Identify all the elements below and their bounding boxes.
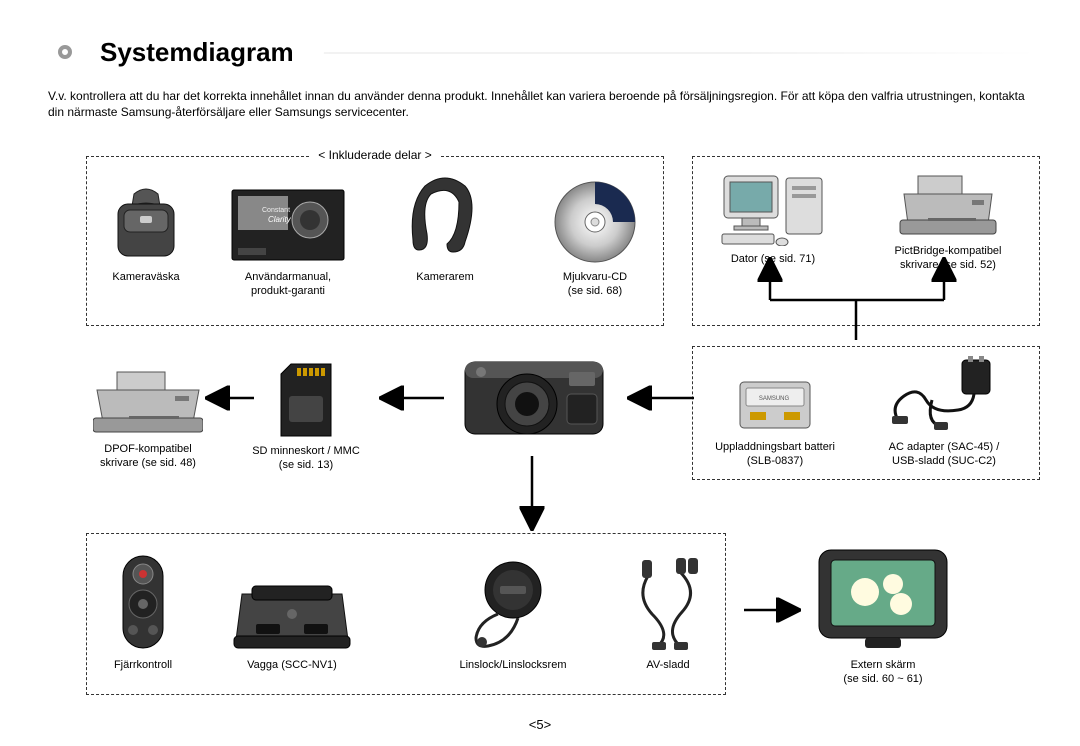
- arrows-layer: [0, 0, 1080, 746]
- page-number: <5>: [529, 717, 551, 732]
